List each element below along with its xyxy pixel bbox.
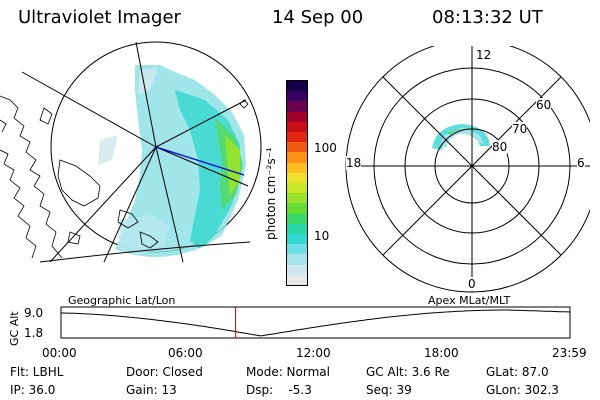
observation-time: 08:13:32 UT	[432, 7, 543, 28]
time-tick-0600: 06:00	[168, 346, 203, 360]
gain-status: Gain: 13	[126, 383, 177, 397]
glon-status: GLon: 302.3	[486, 383, 559, 397]
apex-mlat-mlt-caption: Apex MLat/MLT	[428, 294, 511, 307]
colorbar-swatch	[287, 172, 307, 183]
colorbar-swatch	[287, 223, 307, 234]
ip-status: IP: 36.0	[10, 383, 56, 397]
mlt-label-18: 18	[346, 156, 362, 170]
gc-alt-axis-label: GC Alt	[8, 311, 21, 346]
instrument-title: Ultraviolet Imager	[18, 7, 181, 28]
gc-alt-status: GC Alt: 3.6 Re	[366, 365, 450, 379]
colorbar-swatch	[287, 193, 307, 204]
lat-label-70: 70	[512, 122, 528, 136]
colorbar-swatch	[287, 182, 307, 194]
mlt-label-12: 12	[476, 48, 492, 62]
colorbar-swatch	[287, 244, 307, 255]
timeline-frame	[60, 306, 571, 339]
door-status: Door: Closed	[126, 365, 203, 379]
gc-altitude-curve	[61, 309, 571, 337]
colorbar-swatch	[287, 142, 307, 153]
observation-date: 14 Sep 00	[272, 7, 364, 28]
colorbar-unit-label: photon cm⁻²s⁻¹	[264, 147, 278, 240]
coastlines	[0, 95, 249, 259]
colorbar-swatch	[287, 91, 307, 102]
colorbar-swatch	[287, 101, 307, 112]
time-tick-0000: 00:00	[42, 346, 77, 360]
geographic-image-panel	[0, 41, 262, 263]
lat-label-80: 80	[492, 140, 508, 154]
colorbar-swatch	[287, 203, 307, 214]
colorbar-swatch	[287, 233, 307, 245]
colorbar-tick-100: 100	[314, 141, 337, 155]
polar-auroral-oval	[432, 124, 490, 150]
dsp-status: Dsp: -5.3	[246, 383, 312, 397]
colorbar-swatch	[287, 80, 307, 92]
colorbar-swatch	[287, 274, 307, 285]
colorbar-swatch	[287, 213, 307, 224]
auroral-emission	[98, 65, 246, 257]
polar-boundary-circle	[345, 46, 590, 293]
colorbar-swatch	[287, 264, 307, 275]
colorbar-tick-10: 10	[314, 229, 330, 243]
magnetic-polar-plot	[345, 46, 590, 293]
sun-direction-line	[155, 146, 245, 176]
lat-label-60: 60	[536, 98, 552, 112]
time-tick-2359: 23:59	[552, 346, 587, 360]
gc-altitude-timeline	[60, 306, 571, 339]
colorbar-swatch	[287, 162, 307, 173]
colorbar-swatch	[287, 152, 307, 163]
colorbar-swatch	[287, 121, 307, 132]
time-tick-1200: 12:00	[296, 346, 331, 360]
gc-alt-min: 1.8	[24, 326, 44, 340]
colorbar-swatch	[287, 111, 307, 122]
time-tick-1800: 18:00	[424, 346, 459, 360]
glat-status: GLat: 87.0	[486, 365, 549, 379]
geo-latlon-caption: Geographic Lat/Lon	[68, 294, 176, 307]
geo-grid-lines	[21, 41, 251, 263]
mlt-label-0: 0	[468, 277, 476, 291]
intensity-colorbar	[286, 80, 308, 286]
mlt-diagonal-2	[382, 76, 562, 256]
mode-status: Mode: Normal	[246, 365, 330, 379]
seq-status: Seq: 39	[366, 383, 412, 397]
colorbar-swatch	[287, 131, 307, 143]
colorbar-swatch	[287, 254, 307, 265]
mlt-label-6: 6	[577, 156, 585, 170]
gc-alt-max: 9.0	[24, 306, 44, 320]
filter-status: Flt: LBHL	[10, 365, 64, 379]
